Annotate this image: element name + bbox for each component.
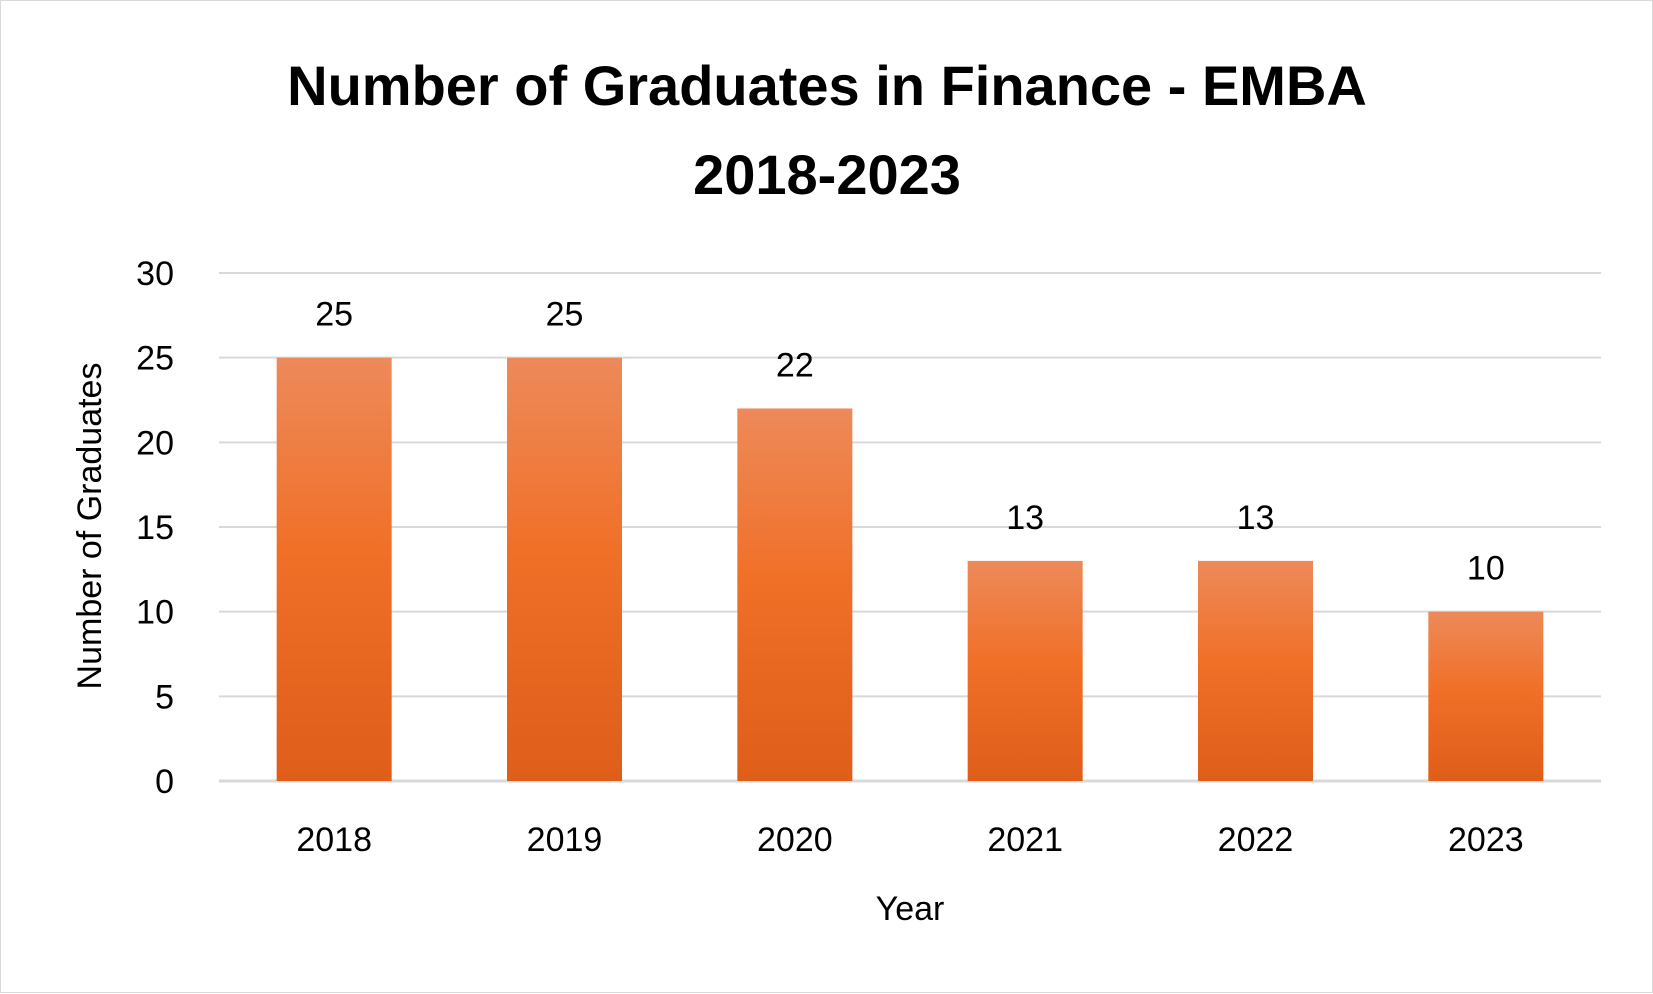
y-axis-ticks: 0 5 10 15 20 25 30 <box>136 255 174 801</box>
y-tick-label: 5 <box>155 678 174 716</box>
y-axis-title: Number of Graduates <box>71 363 109 690</box>
data-label-2018: 25 <box>315 296 353 334</box>
y-tick-label: 15 <box>136 509 174 547</box>
x-tick-label: 2021 <box>987 821 1063 859</box>
data-label-2019: 25 <box>546 296 584 334</box>
y-tick-label: 10 <box>136 594 174 632</box>
bar-2021 <box>967 560 1083 781</box>
y-tick-label: 0 <box>155 763 174 801</box>
y-tick-label: 20 <box>136 424 174 462</box>
x-tick-label: 2023 <box>1448 821 1524 859</box>
data-labels: 25 25 22 13 13 10 <box>315 296 1504 588</box>
x-axis-title: Year <box>876 890 945 928</box>
y-tick-label: 30 <box>136 255 174 293</box>
y-tick-label: 25 <box>136 340 174 378</box>
data-label-2023: 10 <box>1467 550 1505 588</box>
x-tick-label: 2020 <box>757 821 833 859</box>
bar-2023 <box>1428 611 1544 781</box>
bar-2018 <box>276 357 392 781</box>
data-label-2020: 22 <box>776 346 814 384</box>
gridlines <box>219 272 1601 783</box>
bar-2022 <box>1198 560 1313 781</box>
chart-title-line-2: 2018-2023 <box>693 143 961 206</box>
chart-title-line-1: Number of Graduates in Finance - EMBA <box>287 54 1367 117</box>
data-label-2021: 13 <box>1006 499 1044 537</box>
bar-2019 <box>507 357 622 781</box>
x-axis-ticks: 2018 2019 2020 2021 2022 2023 <box>296 821 1523 859</box>
data-label-2022: 13 <box>1237 499 1275 537</box>
x-tick-label: 2022 <box>1218 821 1294 859</box>
x-tick-label: 2018 <box>296 821 372 859</box>
bar-2020 <box>737 408 853 781</box>
bars <box>276 357 1544 781</box>
x-tick-label: 2019 <box>527 821 603 859</box>
